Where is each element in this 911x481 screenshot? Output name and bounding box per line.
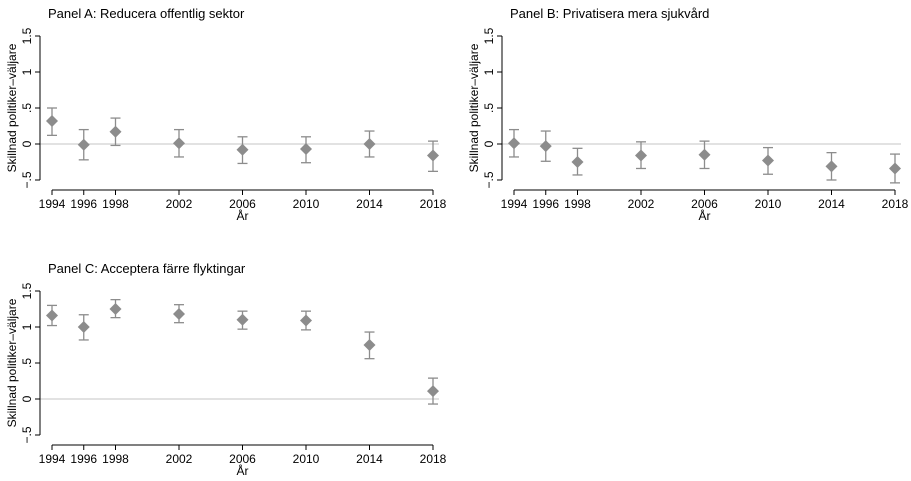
y-tick-label: .5	[482, 103, 496, 113]
y-tick-label: 1	[20, 68, 34, 75]
x-tick-label: 1996	[70, 452, 97, 466]
point-marker	[77, 138, 90, 151]
point-marker	[427, 149, 439, 162]
x-tick-label: 2010	[293, 197, 320, 211]
x-tick-label: 2014	[356, 452, 383, 466]
y-tick-label: 1	[20, 323, 34, 330]
y-tick-label: .5	[20, 358, 34, 368]
point-marker	[173, 308, 185, 321]
point-marker	[889, 162, 901, 175]
point-marker	[427, 385, 439, 398]
y-tick-label: 1	[482, 68, 496, 75]
y-tick-label: 0	[20, 395, 34, 402]
panel-a: Panel A: Reducera offentlig sektor −.5 0 .5…	[5, 6, 447, 223]
panel-title: Panel B: Privatisera mera sjukvård	[510, 6, 709, 21]
point-marker	[109, 125, 122, 138]
point-marker	[236, 313, 249, 326]
point-marker	[571, 156, 584, 168]
point-marker	[46, 114, 58, 127]
panel-c: Panel C: Acceptera färre flyktingar −.5 0.…	[5, 261, 447, 478]
point-marker	[508, 137, 520, 150]
x-tick-label: 2010	[755, 197, 782, 211]
x-tick-label: 2006	[229, 452, 256, 466]
y-tick-label: 1.5	[20, 282, 34, 299]
x-tick-label: 2002	[166, 197, 193, 211]
point-marker	[825, 160, 838, 173]
x-tick-label: 2002	[628, 197, 655, 211]
point-marker	[109, 303, 122, 315]
panel-title: Panel A: Reducera offentlig sektor	[48, 6, 245, 21]
x-tick-label: 2018	[420, 452, 447, 466]
point-marker	[539, 140, 552, 153]
x-tick-label: 2018	[882, 197, 909, 211]
panel-title: Panel C: Acceptera färre flyktingar	[48, 261, 246, 276]
point-marker	[236, 143, 249, 156]
x-tick-label: 2010	[293, 452, 320, 466]
y-axis-label: Skillnad politiker–väljare	[467, 43, 481, 172]
x-tick-label: 1994	[39, 452, 66, 466]
x-tick-label: 1998	[102, 197, 129, 211]
x-axis-label: År	[237, 208, 249, 223]
y-tick-label: .5	[20, 103, 34, 113]
y-tick-label: 1.5	[482, 27, 496, 44]
y-tick-label: 0	[482, 140, 496, 147]
y-axis-label: Skillnad politiker–väljare	[5, 43, 19, 172]
point-marker	[77, 321, 90, 333]
point-marker	[46, 309, 58, 322]
x-tick-label: 1994	[39, 197, 66, 211]
x-axis-label: År	[699, 208, 711, 223]
y-tick-label: 1.5	[20, 27, 34, 44]
x-tick-label: 1996	[532, 197, 559, 211]
x-tick-label: 2014	[818, 197, 845, 211]
x-tick-label: 2014	[356, 197, 383, 211]
y-tick-label: −.5	[20, 426, 34, 443]
x-tick-label: 2006	[229, 197, 256, 211]
x-tick-label: 2018	[420, 197, 447, 211]
x-tick-label: 1998	[564, 197, 591, 211]
x-tick-label: 1994	[501, 197, 528, 211]
x-tick-label: 2006	[691, 197, 718, 211]
point-marker	[698, 148, 711, 161]
x-tick-label: 2002	[166, 452, 193, 466]
point-marker	[173, 137, 185, 150]
point-marker	[300, 314, 312, 327]
y-tick-label: −.5	[482, 171, 496, 188]
point-marker	[300, 143, 312, 156]
point-marker	[635, 149, 647, 162]
panel-b: Panel B: Privatisera mera sjukvård −.5 0 .5…	[467, 6, 909, 223]
x-tick-label: 1996	[70, 197, 97, 211]
point-marker	[762, 154, 774, 167]
x-axis-label: År	[237, 463, 249, 478]
point-marker	[363, 138, 376, 150]
y-tick-label: 0	[20, 140, 34, 147]
x-tick-label: 1998	[102, 452, 129, 466]
y-axis-label: Skillnad politiker–väljare	[5, 298, 19, 427]
y-tick-label: −.5	[20, 171, 34, 188]
point-marker	[363, 339, 376, 351]
